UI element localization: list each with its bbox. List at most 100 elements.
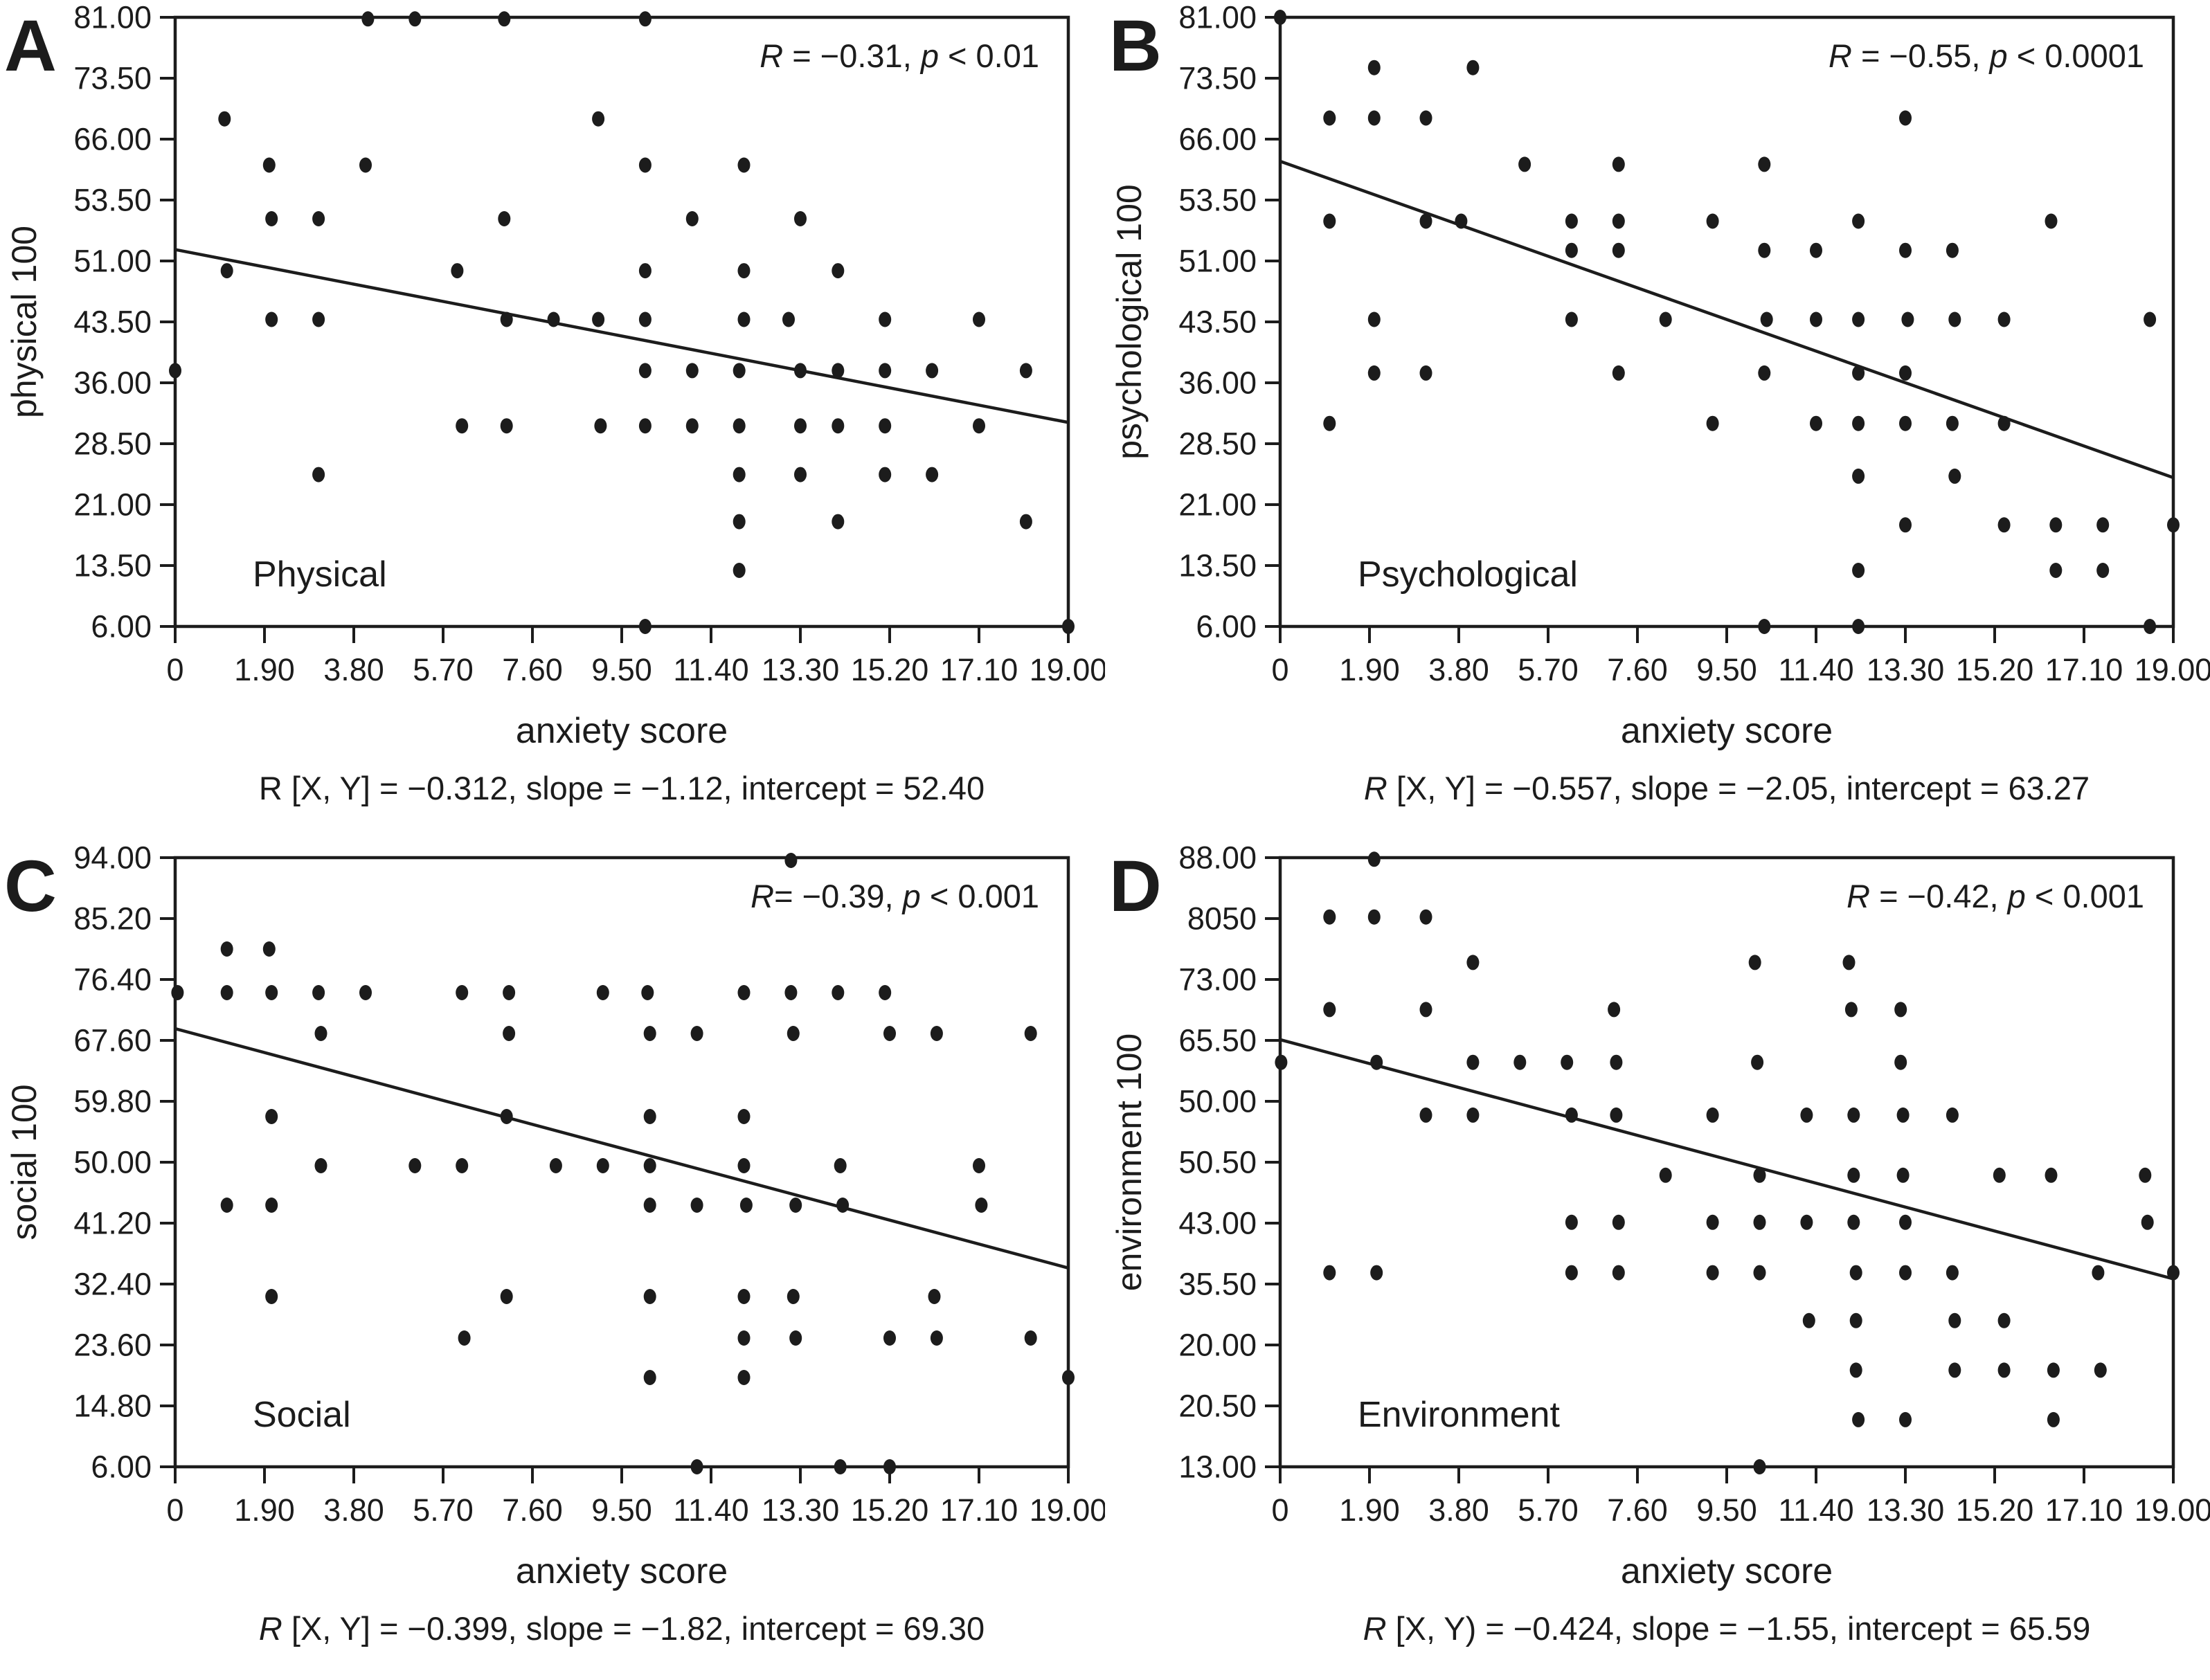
x-tick-label: 13.30 — [1867, 652, 1945, 687]
panel-b-plot: 81.00 73.50 66.00 53.50 51.00 43.50 36.00 28.50… — [1109, 0, 2210, 806]
scatter-point — [1612, 213, 1625, 229]
scatter-point — [928, 1288, 941, 1304]
x-tick-label: 1.90 — [1339, 652, 1400, 687]
text-segment: p — [2006, 878, 2026, 914]
scatter-point — [784, 852, 798, 868]
scatter-point — [643, 1157, 656, 1173]
scatter-point — [2047, 1362, 2060, 1378]
scatter-point — [1466, 1054, 1480, 1070]
scatter-point — [2139, 1167, 2152, 1183]
scatter-point — [498, 11, 511, 27]
scatter-point — [594, 418, 607, 434]
scatter-point — [1849, 1362, 1862, 1378]
scatter-point — [1852, 1411, 1865, 1427]
y-tick-label: 66.00 — [73, 122, 152, 157]
scatter-point — [1659, 311, 1672, 327]
scatter-point — [1847, 1107, 1860, 1123]
scatter-point — [1706, 415, 1719, 431]
scatter-point — [1899, 415, 1912, 431]
text-segment: [X, Y) = −0.424, slope = −1.55, intercep… — [1387, 1610, 2091, 1647]
x-tick-label: 17.10 — [2045, 1492, 2123, 1528]
scatter-point — [220, 1197, 233, 1213]
scatter-point — [1518, 156, 1531, 172]
y-tick-label: 81.00 — [1178, 0, 1257, 35]
text-segment: p — [901, 878, 921, 914]
scatter-point — [1901, 311, 1914, 327]
y-tick-label: 8050 — [1187, 901, 1257, 936]
scatter-point — [1370, 1054, 1383, 1070]
scatter-point — [1894, 1054, 1907, 1070]
scatter-point — [690, 1458, 703, 1474]
scatter-point — [832, 418, 845, 434]
text-segment: = −0.42, — [1870, 878, 2008, 914]
scatter-point — [1946, 415, 1959, 431]
scatter-point — [498, 211, 511, 226]
scatter-point — [883, 1025, 896, 1041]
scatter-point — [1565, 242, 1578, 258]
y-tick-label: 23.60 — [73, 1327, 152, 1362]
scatter-point — [879, 467, 892, 482]
x-tick-label: 19.00 — [1030, 652, 1105, 687]
stats-annotation: R = −0.42, p < 0.001 — [1847, 878, 2144, 914]
scatter-point — [1323, 110, 1336, 126]
scatter-point — [359, 984, 372, 1000]
scatter-point — [1758, 156, 1771, 172]
scatter-point — [1466, 954, 1480, 970]
scatter-point — [1275, 1054, 1288, 1070]
x-tick-label: 3.80 — [1428, 1492, 1489, 1528]
scatter-point — [737, 1369, 751, 1385]
scatter-point — [1758, 365, 1771, 381]
scatter-point — [547, 311, 560, 327]
text-segment: = −0.39, — [774, 878, 903, 914]
panel-letter: A — [4, 6, 57, 87]
x-tick-label: 19.00 — [2135, 652, 2210, 687]
scatter-point — [794, 363, 807, 379]
inner-label: Social — [253, 1395, 351, 1435]
y-tick-label: 65.50 — [1178, 1022, 1257, 1058]
scatter-point — [832, 514, 845, 530]
scatter-point — [1899, 1411, 1912, 1427]
scatter-point — [638, 263, 652, 279]
scatter-point — [1852, 213, 1865, 229]
scatter-point — [500, 418, 513, 434]
scatter-point — [1419, 1107, 1432, 1123]
panel-letter: D — [1109, 846, 1162, 927]
scatter-point — [1367, 110, 1381, 126]
y-tick-label: 81.00 — [73, 0, 152, 35]
scatter-point — [1367, 60, 1381, 75]
scatter-point — [1899, 365, 1912, 381]
stats-annotation: R = −0.31, p < 0.01 — [760, 37, 1039, 74]
scatter-point — [834, 1157, 847, 1173]
scatter-point — [1896, 1107, 1910, 1123]
scatter-point — [787, 1025, 800, 1041]
scatter-point — [1852, 365, 1865, 381]
scatter-point — [643, 1197, 656, 1213]
scatter-point — [1466, 1107, 1480, 1123]
text-segment: < 0.01 — [939, 37, 1039, 74]
x-tick-label: 17.10 — [940, 1492, 1018, 1528]
scatter-point — [1896, 1167, 1910, 1183]
scatter-point — [638, 157, 652, 173]
scatter-point — [685, 363, 699, 379]
scatter-point — [1367, 365, 1381, 381]
scatter-point — [973, 311, 985, 327]
x-tick-label: 13.30 — [762, 652, 840, 687]
scatter-point — [1847, 1167, 1860, 1183]
x-tick-label: 1.90 — [234, 1492, 295, 1528]
scatter-point — [1367, 311, 1381, 327]
y-tick-label: 13.50 — [73, 548, 152, 584]
x-axis-title: anxiety score — [516, 1551, 728, 1591]
scatter-point — [641, 984, 654, 1000]
scatter-point — [1844, 1001, 1858, 1017]
y-tick-label: 59.80 — [73, 1083, 152, 1119]
y-tick-label: 88.00 — [1178, 840, 1257, 876]
scatter-point — [782, 311, 795, 327]
y-tick-label: 50.00 — [73, 1144, 152, 1180]
y-tick-label: 6.00 — [91, 609, 152, 644]
scatter-point — [883, 1330, 896, 1346]
scatter-point — [1753, 1458, 1766, 1474]
scatter-point — [220, 984, 233, 1000]
scatter-point — [1612, 1214, 1625, 1230]
scatter-point — [1948, 1312, 1961, 1328]
scatter-point — [832, 984, 845, 1000]
